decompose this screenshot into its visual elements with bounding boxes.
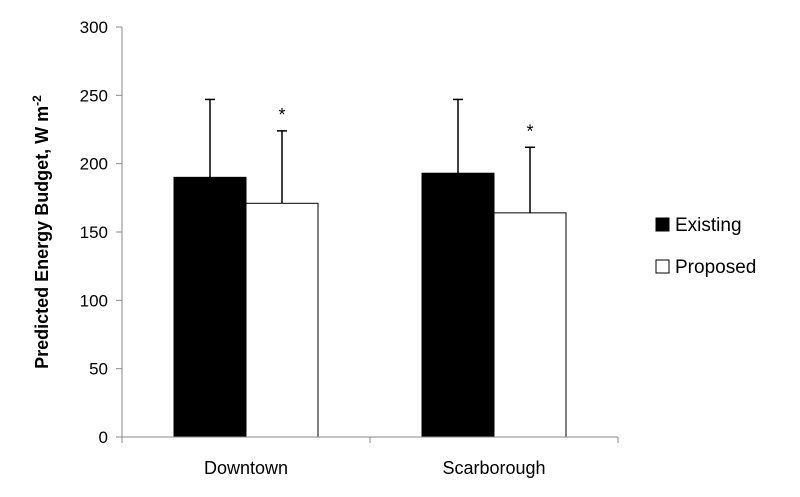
bar-proposed-scarborough: [493, 212, 567, 438]
y-tick-label: 300: [80, 18, 108, 37]
y-tick-label: 200: [80, 155, 108, 174]
legend-swatch-proposed: [655, 259, 670, 274]
x-axis: Downtown Scarborough: [121, 436, 619, 478]
y-tick-label: 150: [80, 223, 108, 242]
y-tick-label: 50: [89, 360, 108, 379]
legend-label-existing: Existing: [675, 215, 742, 236]
bars: **: [173, 98, 567, 438]
y-tick-label: 100: [80, 291, 108, 310]
bar-existing-downtown: [173, 176, 247, 438]
legend-swatch-existing: [655, 217, 670, 232]
y-tick-label: 0: [99, 428, 108, 447]
legend: Existing Proposed: [655, 215, 756, 278]
significance-marker: *: [278, 105, 285, 125]
bar-proposed-downtown: [245, 202, 319, 438]
legend-label-proposed: Proposed: [675, 257, 756, 278]
y-tick-label: 250: [80, 86, 108, 105]
x-tick-label: Scarborough: [442, 458, 545, 478]
y-axis: 0 50 100 150 200 250 300: [80, 18, 123, 447]
y-axis-title: Predicted Energy Budget, W m-2: [30, 95, 52, 369]
bar-existing-scarborough: [421, 172, 495, 438]
x-tick-label: Downtown: [204, 458, 288, 478]
significance-marker: *: [526, 121, 533, 141]
